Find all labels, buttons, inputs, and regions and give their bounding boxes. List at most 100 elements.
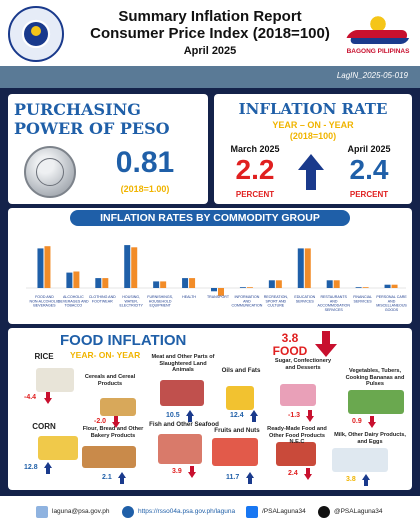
item-corn-value: 12.8 — [24, 464, 38, 471]
category-label-9: EDUCATION SERVICES — [294, 295, 315, 303]
item-dairy-value: 3.8 — [346, 476, 356, 483]
pp-title-line1: PURCHASING — [14, 100, 141, 119]
corn-image — [38, 436, 78, 460]
bar-a-2 — [95, 278, 102, 288]
bagong-pilipinas-logo: BAGONG PILIPINAS — [346, 6, 410, 62]
purchasing-power-base: (2018=1.00) — [120, 184, 170, 194]
bar-b-8 — [275, 280, 282, 288]
oil-image — [226, 386, 254, 410]
meat-image — [160, 380, 204, 406]
report-title: Summary Inflation Report — [118, 8, 302, 25]
prev-month-label: March 2025 — [230, 144, 280, 154]
arrow-down-icon — [368, 416, 376, 428]
arrow-up-icon — [298, 154, 324, 190]
item-sugar-value: -1.3 — [288, 412, 301, 419]
arrow-up-icon — [186, 410, 194, 422]
category-label-1: ALCOHOLIC BEVERAGES AND TOBACCO — [58, 295, 89, 308]
footer: laguna@psa.gov.ph https://rsso04a.psa.go… — [0, 496, 420, 530]
category-label-3: HOUSING, WATER, ELECTRICITY — [120, 295, 144, 308]
fish-image — [158, 434, 202, 464]
header: Summary Inflation Report Consumer Price … — [0, 0, 420, 66]
category-label-4: FURNISHINGS, HOUSEHOLD EQUIPMENT — [147, 295, 173, 308]
item-sugar-label: Sugar, Confectionery and Desserts — [274, 358, 332, 371]
category-label-5: HEALTH — [182, 295, 196, 299]
item-corn-label: CORN — [32, 422, 56, 431]
coin-ring — [36, 158, 64, 186]
bar-a-12 — [384, 284, 391, 288]
item-meat-value: 10.5 — [166, 412, 180, 419]
sugar-image — [280, 384, 316, 406]
arrow-down-icon — [112, 416, 120, 428]
food-inflation-title: FOOD INFLATION — [60, 332, 187, 349]
curr-month-label: April 2025 — [347, 144, 391, 154]
item-ready-food-value: 2.4 — [288, 470, 298, 477]
vegetables-image — [348, 390, 404, 414]
bar-a-11 — [355, 287, 362, 288]
bar-b-10 — [333, 280, 340, 288]
purchasing-power-value: 0.81 — [115, 146, 175, 179]
item-fruits-value: 11.7 — [226, 474, 240, 481]
curr-month-value: 2.4 — [349, 154, 389, 185]
purchasing-power-panel: PURCHASING POWER OF PESO 0.81 (2018=1.00… — [8, 94, 208, 204]
globe-icon — [122, 506, 134, 518]
item-ready-food-label: Ready-Made Food and Other Food Products … — [267, 426, 327, 445]
bar-b-1 — [73, 271, 80, 288]
bar-a-0 — [37, 248, 44, 288]
ir-subtitle-line2: (2018=100) — [289, 131, 337, 141]
category-label-12: PERSONAL CARE AND MISCELLANEOUS GOODS — [376, 295, 407, 312]
category-label-11: FINANCIAL SERVICES — [353, 295, 372, 303]
footer-website[interactable]: https://rsso04a.psa.gov.ph/laguna — [138, 508, 236, 515]
x-icon — [318, 506, 330, 518]
category-label-7: INFORMATION AND COMMUNICATION — [231, 295, 262, 308]
arrow-down-icon — [304, 468, 312, 480]
curr-unit-label: PERCENT — [349, 190, 389, 199]
food-total-value: 3.8 — [281, 331, 299, 345]
release-id-band: LagIN_2025-05-019 — [0, 66, 420, 88]
red-wave-icon — [346, 30, 410, 38]
item-cereals-label: Cereals and Cereal Products — [84, 374, 136, 387]
bar-b-9 — [304, 248, 311, 288]
arrow-down-icon — [306, 410, 314, 422]
arrow-down-icon — [44, 392, 52, 404]
arrow-up-icon — [250, 410, 258, 422]
arrow-up-icon — [118, 472, 126, 484]
inflation-rate-panel: INFLATION RATE YEAR – ON - YEAR (2018=10… — [214, 94, 412, 204]
sun-icon — [24, 22, 48, 46]
arrow-down-icon — [188, 466, 196, 478]
bar-b-2 — [102, 278, 109, 288]
inflation-rate-title: INFLATION RATE — [238, 100, 388, 118]
purchasing-power-title: PURCHASING POWER OF PESO — [14, 100, 204, 138]
item-dairy-label: Milk, Other Dairy Products, and Eggs — [334, 432, 406, 445]
item-bread-label: Flour, Bread and Other Bakery Products — [82, 426, 144, 439]
footer-email[interactable]: laguna@psa.gov.ph — [52, 508, 110, 515]
main-frame: PURCHASING POWER OF PESO 0.81 (2018=1.00… — [0, 88, 420, 496]
bar-a-7 — [239, 287, 246, 288]
food-inflation-subtitle: YEAR- ON- YEAR — [70, 350, 141, 360]
footer-facebook[interactable]: /PSALaguna34 — [262, 508, 306, 515]
bar-b-7 — [246, 287, 253, 288]
bar-b-0 — [44, 246, 51, 288]
bar-a-3 — [124, 245, 131, 288]
commodity-chart-title: INFLATION RATES BY COMMODITY GROUP — [70, 210, 350, 226]
item-vegetables-value: 0.9 — [352, 418, 362, 425]
item-meat-label: Meat and Other Parts of Slaughtered Land… — [151, 354, 215, 373]
arrow-up-icon — [362, 474, 370, 486]
arrow-up-icon — [246, 472, 254, 484]
item-rice-value: -4.4 — [24, 394, 37, 401]
food-total: 3.8 FOOD — [272, 332, 308, 358]
bar-b-4 — [160, 281, 167, 288]
footer-x[interactable]: @PSALaguna34 — [334, 508, 383, 515]
item-bread-value: 2.1 — [102, 474, 112, 481]
category-label-10: RESTAURANTS AND ACCOMMODATION SERVICES — [317, 295, 350, 312]
email-icon — [36, 506, 48, 518]
bar-a-10 — [326, 280, 333, 288]
food-total-label: FOOD — [272, 344, 308, 358]
bar-a-5 — [182, 278, 189, 288]
rice-image — [36, 368, 74, 392]
bar-b-5 — [189, 278, 196, 288]
food-inflation-panel: FOOD INFLATION YEAR- ON- YEAR 3.8 FOOD — [8, 328, 412, 490]
fruits-image — [212, 438, 258, 466]
release-id: LagIN_2025-05-019 — [336, 71, 408, 80]
bar-a-8 — [268, 280, 275, 288]
bar-a-6 — [211, 288, 217, 292]
